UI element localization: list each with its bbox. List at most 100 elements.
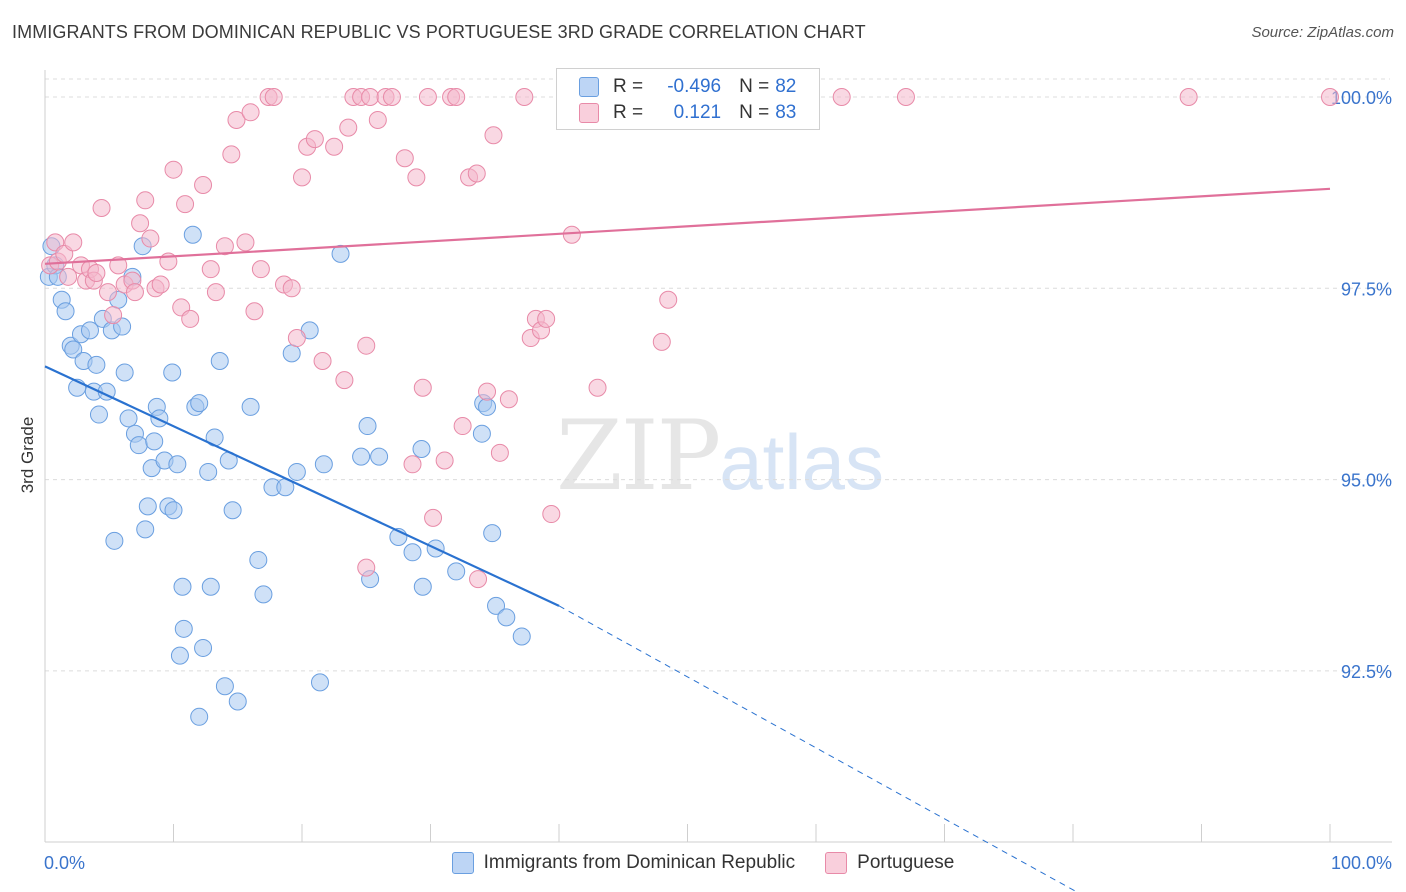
point-portuguese — [181, 309, 200, 328]
point-dominican — [150, 409, 169, 428]
point-portuguese — [98, 283, 117, 302]
legend-r-value: -0.496 — [667, 76, 722, 97]
legend-n-label: N = — [739, 102, 770, 123]
point-dominican — [145, 432, 164, 451]
point-dominican — [331, 244, 350, 263]
trend-line-dominican — [44, 365, 560, 607]
point-dominican — [358, 417, 377, 436]
chart-title: IMMIGRANTS FROM DOMINICAN REPUBLIC VS PO… — [12, 22, 866, 42]
point-dominican — [287, 462, 306, 481]
point-dominican — [282, 344, 301, 363]
bottom-legend-label-portuguese: Portuguese — [857, 852, 955, 873]
point-dominican — [413, 577, 432, 596]
point-dominican — [190, 394, 209, 413]
point-dominican — [223, 501, 242, 520]
point-portuguese — [1321, 88, 1339, 106]
y-tick-label: 100.0% — [1331, 88, 1392, 108]
point-portuguese — [361, 88, 380, 106]
point-portuguese — [176, 195, 195, 214]
point-dominican — [199, 462, 218, 481]
y-axis-label: 3rd Grade — [18, 416, 37, 494]
point-portuguese — [418, 88, 437, 106]
point-portuguese — [424, 508, 443, 527]
legend-n-value: 83 — [775, 102, 797, 123]
point-portuguese — [382, 88, 401, 106]
trend-line-dominican-extension — [558, 605, 1078, 892]
point-portuguese — [1179, 88, 1198, 106]
legend-row-dominican: R = -0.496 N = 82 — [579, 75, 796, 99]
point-portuguese — [357, 558, 376, 577]
point-dominican — [412, 439, 431, 458]
point-dominican — [249, 550, 268, 569]
point-portuguese — [264, 88, 283, 106]
point-dominican — [87, 355, 106, 374]
point-portuguese — [164, 160, 183, 179]
point-dominican — [194, 638, 213, 657]
legend-row-portuguese: R = 0.121 N = 83 — [579, 101, 796, 125]
y-tick-label: 95.0% — [1341, 471, 1392, 491]
point-portuguese — [87, 263, 106, 282]
point-portuguese — [222, 145, 241, 164]
point-portuguese — [453, 417, 472, 436]
point-dominican — [201, 577, 220, 596]
point-dominican — [89, 405, 108, 424]
point-dominican — [119, 409, 138, 428]
bottom-legend-swatch-portuguese — [825, 852, 848, 874]
point-portuguese — [490, 443, 509, 462]
x-tick-label: 100.0% — [1331, 853, 1392, 873]
point-portuguese — [293, 168, 311, 187]
point-portuguese — [652, 332, 671, 351]
point-portuguese — [896, 88, 915, 106]
y-tick-label: 97.5% — [1341, 279, 1392, 299]
point-dominican — [163, 363, 182, 382]
point-dominican — [80, 321, 99, 340]
point-portuguese — [241, 103, 260, 122]
point-dominican — [512, 627, 531, 646]
point-dominican — [228, 692, 247, 711]
x-tick-label: 0.0% — [44, 853, 85, 873]
point-dominican — [190, 707, 209, 726]
point-portuguese — [245, 302, 264, 321]
point-portuguese — [435, 451, 454, 470]
point-dominican — [254, 585, 273, 604]
point-dominican — [472, 424, 491, 443]
point-portuguese — [562, 225, 581, 244]
point-dominican — [174, 619, 193, 638]
point-portuguese — [92, 198, 111, 217]
point-dominican — [173, 577, 192, 596]
point-portuguese — [413, 378, 432, 397]
point-portuguese — [467, 164, 486, 183]
watermark-zip: ZIP — [556, 400, 721, 512]
point-dominican — [210, 351, 229, 370]
point-portuguese — [484, 126, 503, 145]
legend-r-label: R = — [613, 102, 644, 123]
point-portuguese — [368, 110, 387, 129]
point-dominican — [447, 562, 466, 581]
point-dominican — [138, 497, 157, 516]
y-tick-label: 92.5% — [1341, 662, 1392, 682]
point-portuguese — [588, 378, 607, 397]
legend-r-label: R = — [613, 76, 644, 97]
point-portuguese — [59, 267, 78, 286]
point-portuguese — [515, 88, 534, 106]
point-dominican — [314, 455, 333, 474]
point-portuguese — [305, 130, 324, 149]
bottom-legend-swatch-dominican — [451, 852, 474, 874]
point-portuguese — [251, 260, 270, 279]
point-portuguese — [136, 191, 155, 210]
point-portuguese — [206, 283, 225, 302]
point-portuguese — [447, 88, 466, 106]
point-portuguese — [64, 233, 83, 252]
point-portuguese — [313, 351, 332, 370]
point-dominican — [370, 447, 389, 466]
watermark: ZIPatlas — [556, 400, 884, 512]
bottom-legend: Immigrants from Dominican Republic Portu… — [0, 852, 1406, 874]
point-dominican — [129, 436, 148, 455]
point-portuguese — [236, 233, 255, 252]
point-portuguese — [201, 260, 220, 279]
point-portuguese — [542, 505, 561, 524]
point-dominican — [168, 455, 187, 474]
point-portuguese — [215, 237, 234, 256]
point-portuguese — [282, 279, 301, 298]
